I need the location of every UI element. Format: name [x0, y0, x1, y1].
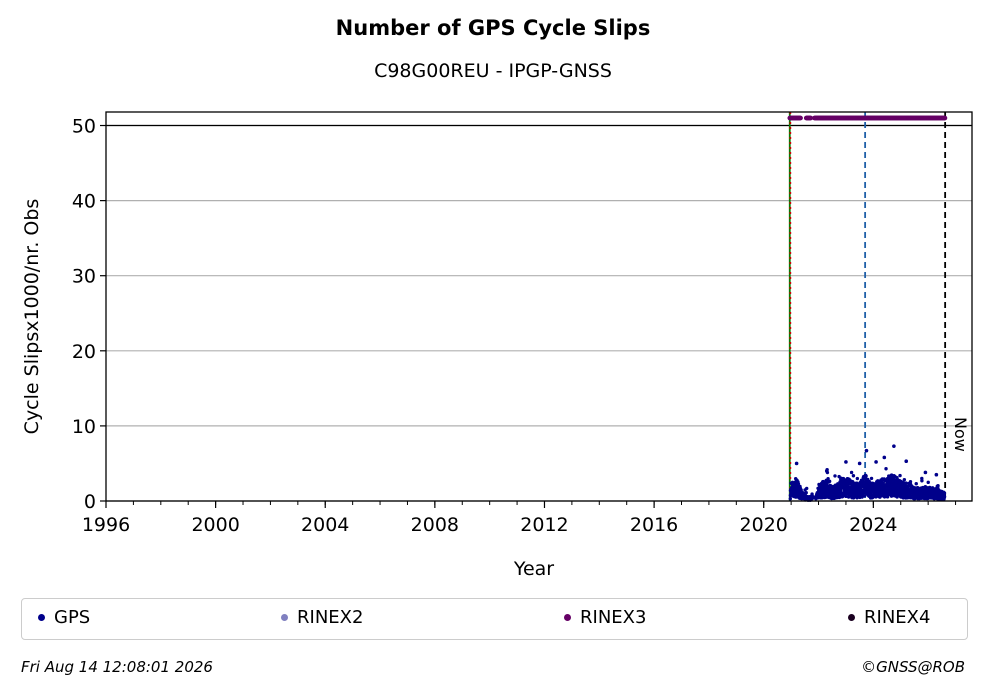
now-label: Now [951, 417, 970, 452]
gps-point [869, 476, 874, 481]
y-tick-label: 10 [72, 416, 96, 438]
series-gps [788, 444, 947, 502]
plot-frame [105, 111, 973, 502]
gps-peak-point [934, 472, 939, 477]
gps-point [920, 479, 924, 483]
rinex3-point [808, 115, 814, 121]
x-tick-label: 2024 [849, 514, 897, 536]
footer-copyright: ©GNSS@ROB [861, 658, 965, 676]
gps-peak-point [882, 455, 887, 460]
legend-marker-rinex3 [564, 614, 571, 621]
y-tick-label: 40 [72, 191, 96, 213]
legend-marker-rinex4 [848, 614, 855, 621]
gps-peak-point [864, 448, 869, 453]
footer-timestamp: Fri Aug 14 12:08:01 2026 [21, 658, 213, 676]
legend-item-rinex3: RINEX3 [564, 607, 646, 628]
legend-item-rinex4: RINEX4 [848, 607, 930, 628]
gps-point [914, 481, 918, 486]
series-rinex3 [787, 115, 948, 121]
gps-point [849, 470, 854, 475]
gps-point [805, 486, 809, 491]
gps-peak-point [857, 461, 862, 466]
gps-point [926, 480, 930, 485]
y-axis-label: Cycle Slipsx1000/nr. Obs [21, 199, 43, 435]
x-tick-label: 2000 [191, 514, 239, 536]
legend-marker-gps [38, 614, 45, 621]
gps-point [898, 473, 902, 478]
gps-point [904, 481, 908, 485]
x-tick-label: 2008 [411, 514, 459, 536]
y-tick-label: 20 [72, 341, 96, 363]
x-tick-label: 2020 [740, 514, 788, 536]
chart-title: Number of GPS Cycle Slips [335, 16, 651, 40]
legend-marker-rinex2 [281, 614, 288, 621]
gps-point [881, 481, 885, 485]
gps-point [902, 477, 907, 482]
chart-subtitle: C98G00REU - IPGP-GNSS [374, 60, 612, 82]
legend-label-rinex3: RINEX3 [580, 607, 647, 628]
gps-point [884, 467, 888, 471]
legend-label-gps: GPS [54, 607, 91, 628]
y-tick-label: 0 [84, 491, 96, 513]
y-tick-label: 30 [72, 266, 96, 288]
rinex3-point [942, 115, 948, 121]
gps-point [942, 494, 947, 499]
gps-peak-point [874, 460, 878, 464]
gps-peak-point [904, 459, 909, 463]
gps-point [796, 482, 801, 486]
gps-point [942, 491, 947, 495]
gps-point [936, 484, 940, 488]
legend-label-rinex2: RINEX2 [297, 607, 364, 628]
gps-peak-point [844, 460, 848, 464]
gps-peak-point [794, 461, 799, 466]
gps-point [810, 492, 814, 496]
gps-point [862, 494, 867, 498]
gps-point [851, 474, 856, 478]
x-tick-label: 2016 [630, 514, 678, 536]
gps-point [804, 490, 808, 495]
gps-point [788, 497, 793, 501]
gps-point [855, 476, 860, 481]
gps-point [908, 479, 913, 484]
legend: GPS RINEX2 RINEX3 RINEX4 [21, 598, 968, 640]
x-tick-label: 2012 [520, 514, 568, 536]
rinex3-point [798, 115, 803, 121]
gps-peak-point [923, 470, 928, 475]
gps-point [844, 494, 848, 499]
legend-item-gps: GPS [38, 607, 90, 628]
y-tick-label: 50 [72, 116, 96, 138]
gps-point [833, 474, 837, 478]
legend-label-rinex4: RINEX4 [864, 607, 931, 628]
x-tick-label: 2004 [301, 514, 349, 536]
x-tick-label: 1996 [82, 514, 130, 536]
gps-point [826, 477, 830, 481]
gps-peak-point [892, 444, 896, 448]
gps-point [864, 474, 868, 478]
gps-peak-point [824, 469, 829, 473]
legend-item-rinex2: RINEX2 [281, 607, 363, 628]
gps-point [827, 479, 832, 484]
x-axis-label: Year [513, 558, 554, 580]
